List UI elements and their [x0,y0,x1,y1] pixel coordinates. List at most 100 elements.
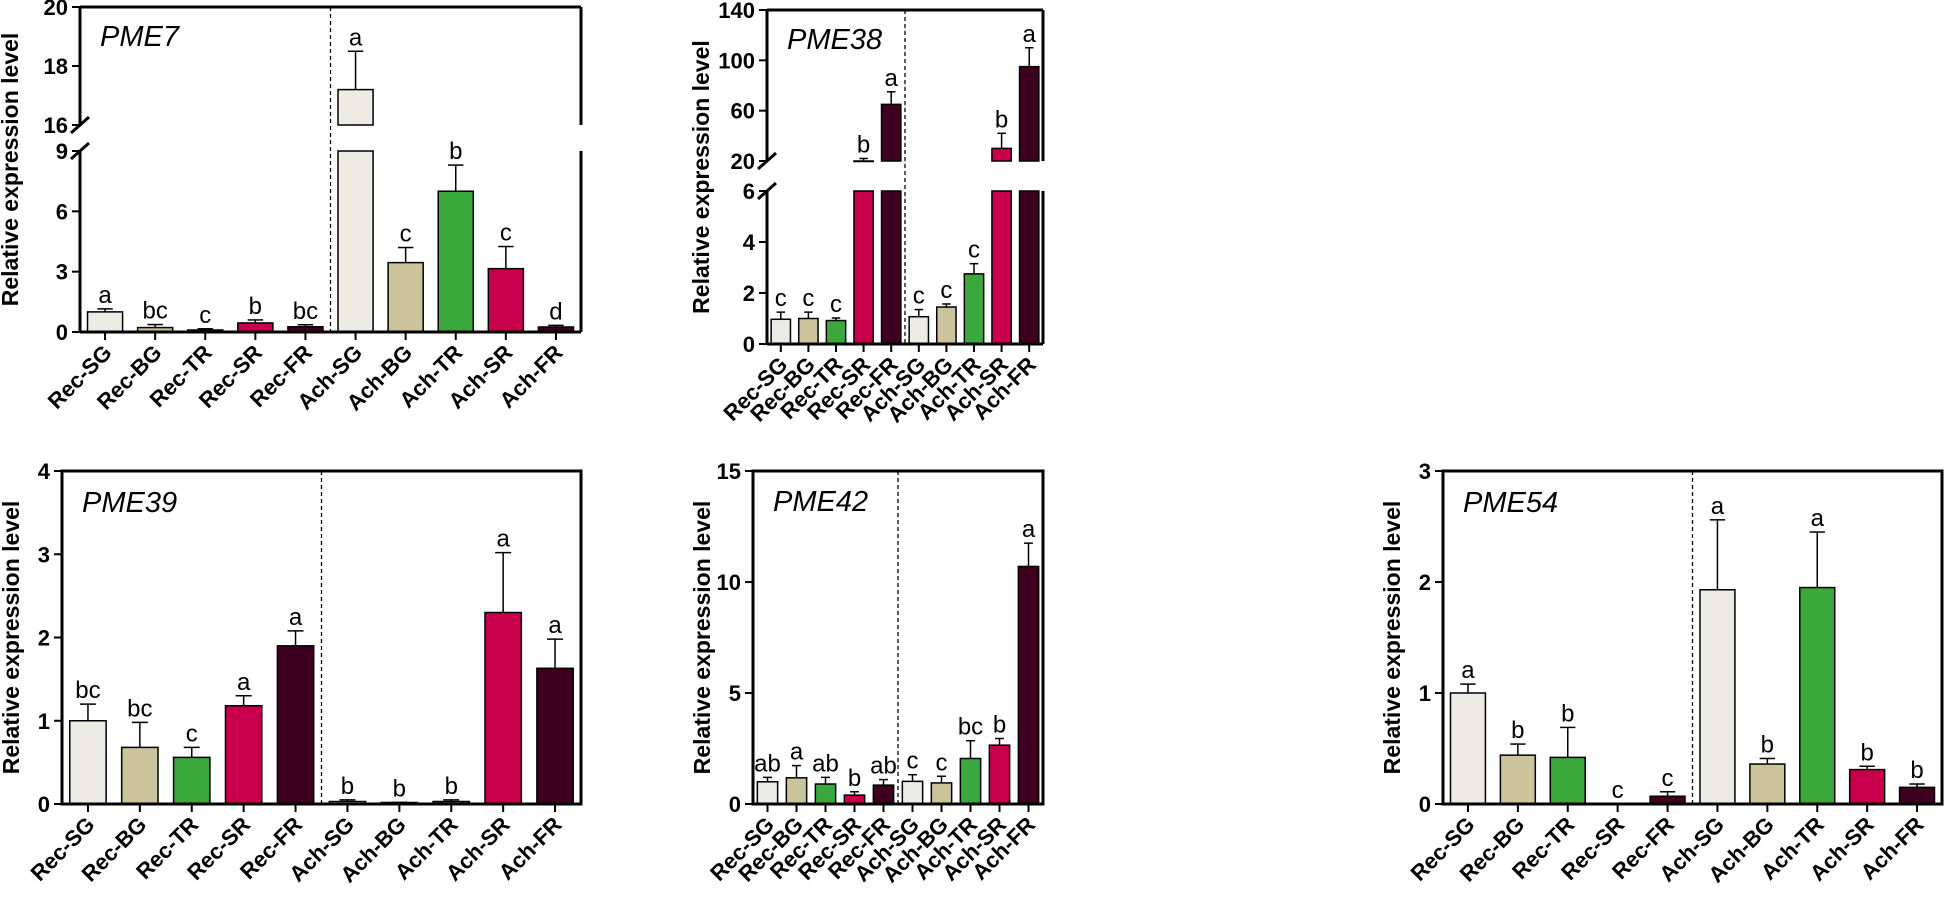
significance-letter: c [802,285,814,312]
chart-pme54: aRec-SGbRec-BGbRec-TRcRec-SRcRec-FRaAch-… [1379,459,1944,887]
significance-letter: a [1022,516,1036,543]
y-tick-label: 140 [718,0,755,23]
y-tick-label: 0 [729,792,741,817]
bar [901,780,924,805]
chart-pme39: bcRec-SGbcRec-BGcRec-TRaRec-SRaRec-FRbAc… [0,459,583,887]
y-tick-label: 100 [718,48,755,73]
significance-letter: a [1461,657,1475,684]
significance-letter: bc [293,298,318,325]
significance-letter: a [885,65,899,92]
significance-letter: a [790,739,804,766]
y-tick-label: 4 [38,459,51,484]
significance-letter: b [995,106,1008,133]
significance-letter: c [186,720,198,747]
significance-letter: bc [127,695,152,722]
y-axis-label: Relative expression level [689,501,715,775]
bar [853,190,875,345]
bar [484,611,523,805]
bar [908,315,930,345]
significance-letter: d [549,298,562,325]
significance-letter: b [249,293,262,320]
y-tick-label: 6 [56,199,68,224]
significance-letter: c [500,220,512,247]
significance-letter: b [993,712,1006,739]
significance-letter: c [830,291,842,318]
bar [86,311,124,333]
significance-letter: a [289,604,303,631]
bar [880,190,902,345]
bar [1848,768,1886,805]
chart-pme38: cRec-SGcRec-BGcRec-TRbRec-SRaRec-FRcAch-… [688,0,1045,427]
significance-letter: a [237,669,251,696]
y-tick-label: 1 [38,709,50,734]
chart-title: PME39 [82,487,177,519]
y-tick-label: 15 [717,459,741,484]
bar [930,782,953,805]
significance-letter: c [1612,777,1624,804]
bar [224,705,263,805]
y-axis-label: Relative expression level [1379,501,1405,775]
bar [69,720,107,805]
significance-letter: b [1860,739,1873,766]
bar [1898,786,1936,805]
significance-letter: a [1711,493,1725,520]
y-tick-label: 0 [56,320,68,345]
bar [797,317,819,345]
chart-title: PME7 [100,21,181,53]
bar [935,306,957,345]
y-axis-label: Relative expression level [688,40,714,314]
significance-letter: bc [142,298,167,325]
y-tick-label: 1 [1419,681,1431,706]
significance-letter: b [445,773,458,800]
bar [337,88,374,126]
significance-letter: b [1561,700,1574,727]
y-tick-label: 2 [38,626,50,651]
bar [991,190,1013,345]
significance-letter: ab [812,750,839,777]
bar [1018,65,1040,162]
significance-letter: b [393,775,406,802]
significance-letter: c [936,749,948,776]
bar [1449,692,1487,805]
significance-letter: c [775,285,787,312]
y-tick-label: 3 [1419,459,1431,484]
bar [387,261,424,333]
bar [959,757,982,805]
significance-letter: b [1761,731,1774,758]
significance-letter: b [449,138,462,165]
bar [172,756,211,805]
y-tick-label: 3 [56,260,68,285]
y-tick-label: 20 [44,0,68,20]
significance-letter: b [341,773,354,800]
y-tick-label: 2 [743,281,755,306]
bar [991,147,1013,162]
bar [880,103,902,162]
significance-letter: ab [870,753,897,780]
significance-letter: b [848,765,861,792]
y-tick-label: 10 [717,570,741,595]
bar [853,160,875,163]
bar [337,150,374,333]
significance-letter: a [1811,505,1825,532]
significance-letter: b [857,131,870,158]
significance-letter: c [199,302,211,329]
bar [1549,756,1586,805]
significance-letter: c [913,283,925,310]
significance-letter: a [349,24,363,51]
bar [120,746,159,805]
y-tick-label: 4 [743,230,756,255]
significance-letter: c [968,237,980,264]
chart-title: PME38 [787,24,882,56]
significance-letter: c [1662,765,1674,792]
bar [756,781,779,805]
y-tick-label: 2 [1419,570,1431,595]
y-tick-label: 60 [731,99,755,124]
bar [1699,589,1736,805]
y-tick-label: 9 [56,139,68,164]
significance-letter: a [98,282,112,309]
significance-letter: a [548,612,562,639]
significance-letter: bc [75,677,100,704]
chart-title: PME54 [1463,487,1558,519]
significance-letter: bc [958,714,983,741]
